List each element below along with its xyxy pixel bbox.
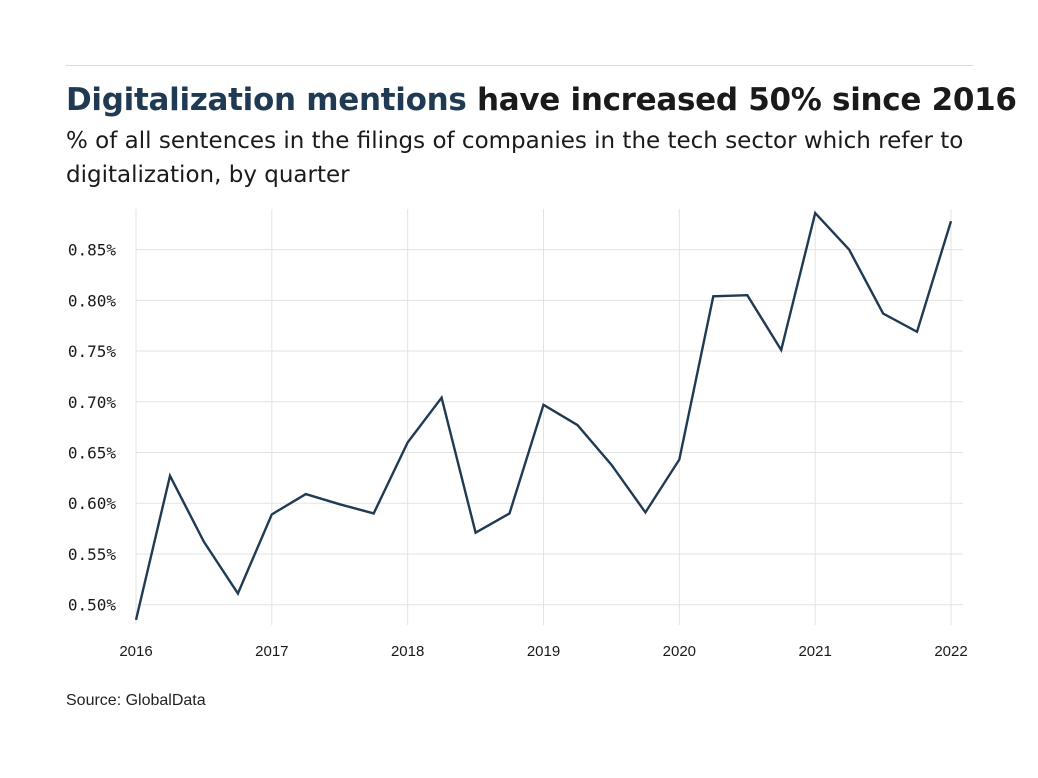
data-point bbox=[405, 439, 411, 445]
data-point bbox=[574, 422, 580, 428]
data-point bbox=[948, 218, 954, 224]
data-point bbox=[676, 457, 682, 463]
y-tick-label: 0.50% bbox=[68, 596, 117, 615]
data-point bbox=[608, 462, 614, 468]
x-tick-label: 2018 bbox=[391, 643, 424, 660]
x-tick-label: 2017 bbox=[255, 643, 288, 660]
source-note: Source: GlobalData bbox=[66, 692, 206, 709]
top-divider bbox=[66, 65, 973, 66]
data-point bbox=[642, 509, 648, 515]
data-point bbox=[133, 617, 139, 623]
y-tick-label: 0.60% bbox=[68, 494, 117, 513]
data-point bbox=[710, 293, 716, 299]
data-point bbox=[269, 511, 275, 517]
data-point bbox=[235, 591, 241, 597]
title-highlight: Digitalization mentions bbox=[66, 82, 467, 118]
data-point bbox=[880, 311, 886, 317]
x-tick-label: 2019 bbox=[527, 643, 560, 660]
data-point bbox=[473, 530, 479, 536]
series-line bbox=[134, 210, 953, 621]
y-tick-label: 0.80% bbox=[68, 291, 117, 310]
x-tick-label: 2020 bbox=[663, 643, 696, 660]
y-tick-label: 0.85% bbox=[68, 241, 117, 260]
x-tick-label: 2021 bbox=[798, 643, 831, 660]
y-tick-label: 0.70% bbox=[68, 393, 117, 412]
data-point bbox=[778, 347, 784, 353]
y-tick-label: 0.55% bbox=[68, 545, 117, 564]
data-point bbox=[541, 402, 547, 408]
x-tick-label: 2016 bbox=[119, 643, 152, 660]
data-point bbox=[167, 473, 173, 479]
data-point bbox=[744, 292, 750, 298]
line-chart: 0.50% 0.55% 0.60% 0.65% 0.70% 0.75% 0.80% 0.85%… bbox=[68, 209, 968, 660]
data-point bbox=[812, 210, 818, 216]
chart-subtitle: % of all sentences in the filings of com… bbox=[66, 128, 964, 188]
chart-title: Digitalization mentions have increased 5… bbox=[66, 80, 1017, 120]
data-point bbox=[201, 539, 207, 545]
data-point bbox=[507, 510, 513, 516]
data-point bbox=[846, 247, 852, 253]
data-point bbox=[439, 395, 445, 401]
y-tick-label: 0.65% bbox=[68, 444, 117, 463]
data-point bbox=[337, 501, 343, 507]
data-point bbox=[303, 491, 309, 497]
data-point bbox=[914, 329, 920, 335]
title-rest: have increased 50% since 2016 bbox=[466, 82, 1017, 118]
data-point bbox=[371, 510, 377, 516]
x-tick-label: 2022 bbox=[934, 643, 967, 660]
y-tick-label: 0.75% bbox=[68, 342, 117, 361]
